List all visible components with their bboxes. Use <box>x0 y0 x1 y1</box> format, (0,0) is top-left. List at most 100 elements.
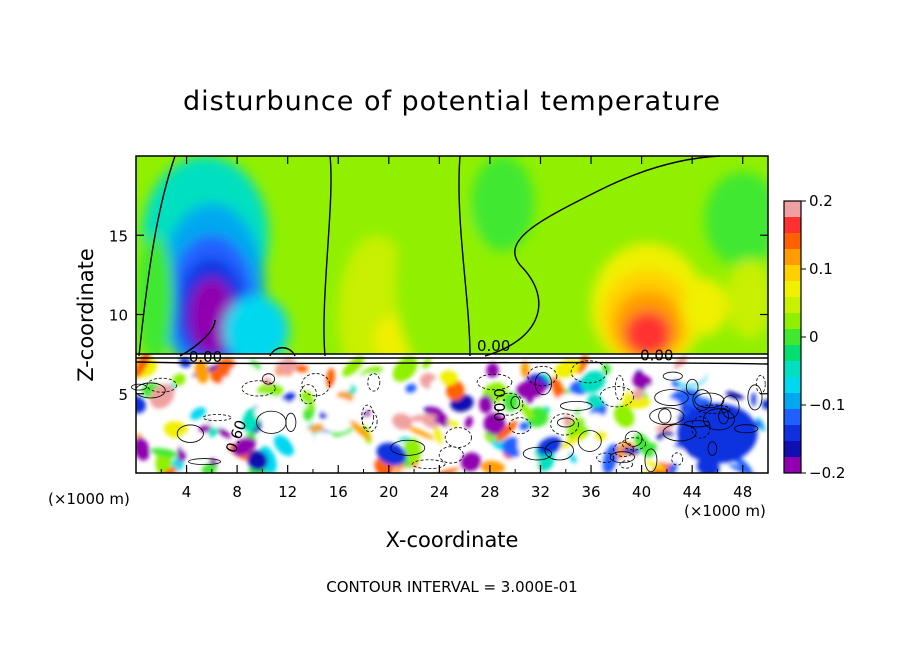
colorbar-swatch-13 <box>784 409 801 426</box>
lower-contour-14 <box>285 412 297 432</box>
lower-anomaly-167 <box>613 404 635 428</box>
lower-anomaly-132 <box>342 356 365 377</box>
lower-white-8 <box>180 434 193 452</box>
upper-anomaly-15 <box>682 278 728 336</box>
lower-white-39 <box>350 400 363 411</box>
lower-white-38 <box>656 398 680 415</box>
contour-interval-note: CONTOUR INTERVAL = 3.000E-01 <box>326 578 578 596</box>
lower-anomaly-91 <box>483 412 506 436</box>
lower-anomaly-139 <box>150 384 175 409</box>
lower-contour-30 <box>694 392 725 409</box>
lower-anomaly-177 <box>349 420 372 441</box>
lower-contour-50 <box>702 408 735 431</box>
lower-anomaly-140 <box>479 395 493 414</box>
lower-contour-49 <box>609 451 635 464</box>
x-tick-label-6: 28 <box>480 483 499 501</box>
lower-contour-9 <box>747 384 763 411</box>
lower-anomaly-155 <box>446 420 459 427</box>
lower-contour-42 <box>146 377 178 393</box>
lower-contour-20 <box>411 459 446 470</box>
lower-anomaly-223 <box>273 435 295 457</box>
lower-anomaly-215 <box>580 370 606 393</box>
lower-contour-53 <box>262 373 275 385</box>
lower-contour-59 <box>361 404 375 429</box>
lower-contour-47 <box>494 392 524 416</box>
lower-anomaly-105 <box>392 413 413 430</box>
colorbar-swatch-10 <box>784 361 801 378</box>
lower-anomaly-93 <box>401 456 418 473</box>
x-tick-label-9: 40 <box>632 483 651 501</box>
x-tick-label-4: 20 <box>379 483 398 501</box>
upper-anomalies <box>136 156 768 356</box>
lower-contour-55 <box>299 384 317 405</box>
lower-white-4 <box>674 364 706 384</box>
lower-contour-45 <box>649 407 685 426</box>
lower-anomaly-45 <box>194 359 209 384</box>
lower-anomaly-151 <box>232 437 256 456</box>
lower-white-23 <box>524 452 538 473</box>
lower-contour-52 <box>599 386 635 408</box>
lower-anomaly-125 <box>526 396 534 404</box>
lower-white-37 <box>322 416 351 433</box>
lower-contour-5 <box>367 373 381 392</box>
lower-contour-27 <box>734 424 759 434</box>
upper-anomaly-10 <box>470 156 535 252</box>
lower-anomaly-115 <box>276 358 298 375</box>
lower-anomaly-222 <box>622 447 640 455</box>
lower-contour-24 <box>644 448 658 473</box>
contour-line-1 <box>323 155 332 357</box>
contour-label-1: 0.00 <box>640 346 673 364</box>
colorbar-tick-label-0: 0.2 <box>809 192 833 210</box>
lower-contour-58 <box>202 414 232 422</box>
colorbar-swatch-12 <box>784 393 801 410</box>
lower-contour-44 <box>241 380 276 397</box>
lower-white-36 <box>360 373 388 383</box>
lower-contour-2 <box>654 389 689 406</box>
lower-white-13 <box>292 427 314 447</box>
lower-white-17 <box>221 375 250 386</box>
lower-contour-31 <box>691 416 711 439</box>
lower-anomaly-188 <box>495 420 518 442</box>
lower-contour-21 <box>570 360 608 384</box>
colorbar-swatch-5 <box>784 281 801 298</box>
x-axis-unit-left: (×1000 m) <box>48 490 130 508</box>
lower-white-14 <box>399 467 426 473</box>
lower-anomaly-189 <box>644 460 666 471</box>
colorbar-swatch-7 <box>784 313 801 330</box>
lower-contour-10 <box>685 378 699 396</box>
lower-anomaly-131 <box>622 394 651 409</box>
lower-contour-40 <box>624 430 643 447</box>
lower-white-3 <box>270 375 297 384</box>
lower-anomaly-85 <box>669 389 699 405</box>
lower-anomaly-160 <box>643 469 652 473</box>
lower-anomaly-184 <box>520 361 530 378</box>
lower-contour-8 <box>696 404 731 414</box>
lower-contour-43 <box>390 439 426 456</box>
x-axis-unit-right: (×1000 m) <box>684 502 766 520</box>
lower-anomaly-185 <box>256 383 284 398</box>
lower-contour-18 <box>577 430 602 452</box>
lower-white-0 <box>661 436 676 448</box>
upper-anomaly-5 <box>223 295 289 356</box>
lower-anomaly-87 <box>326 367 335 389</box>
colorbar-swatch-11 <box>784 377 801 394</box>
colorbar-swatch-2 <box>784 233 801 250</box>
lower-contour-22 <box>534 371 552 396</box>
lower-white-25 <box>584 437 594 453</box>
lower-anomaly-84 <box>403 438 422 464</box>
lower-contour-28 <box>522 446 553 461</box>
contour-line-0 <box>138 155 176 357</box>
lower-anomaly-226 <box>247 450 268 471</box>
lower-contour-41 <box>301 373 331 397</box>
lower-white-6 <box>430 379 443 391</box>
lower-region <box>136 354 768 473</box>
lower-contour-54 <box>707 441 718 456</box>
lower-anomaly-169 <box>190 407 206 420</box>
lower-anomaly-90 <box>576 354 588 374</box>
upper-region <box>136 156 768 356</box>
lower-anomaly-212 <box>376 442 407 466</box>
lower-anomaly-191 <box>679 408 691 420</box>
upper-anomaly-17 <box>726 259 768 339</box>
chart-title: disturbunce of potential temperature <box>183 86 721 117</box>
